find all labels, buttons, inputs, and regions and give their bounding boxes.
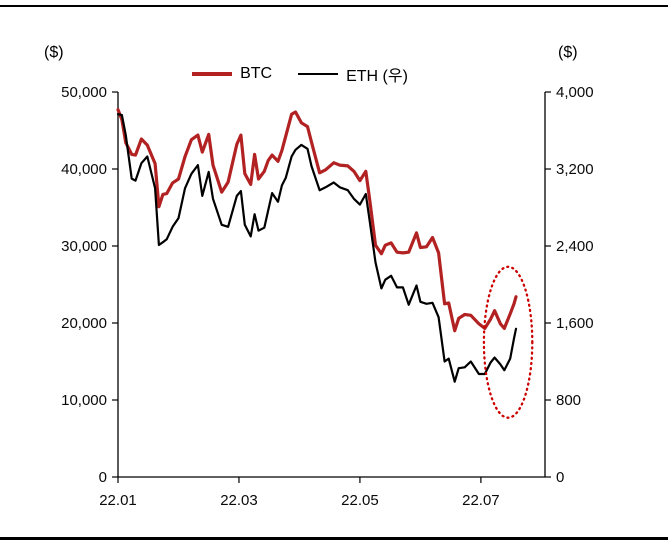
x-axis-tick-label: 22.07 — [462, 492, 500, 509]
y-axis-left-tick-label: 10,000 — [61, 392, 107, 409]
right-axis-unit-label: ($) — [558, 44, 578, 61]
x-axis-tick-label: 22.01 — [99, 492, 137, 509]
y-axis-left-tick-label: 30,000 — [61, 238, 107, 255]
eth-line-swatch — [298, 72, 339, 76]
x-axis-tick-label: 22.05 — [341, 492, 379, 509]
y-axis-right-tick-label: 4,000 — [556, 84, 594, 101]
y-axis-right-tick-label: 1,600 — [556, 315, 594, 332]
highlight-ellipse — [482, 265, 534, 419]
legend: BTC ETH (우) — [0, 62, 600, 86]
y-axis-right-tick-label: 0 — [556, 469, 564, 486]
y-axis-right-tick-label: 800 — [556, 392, 581, 409]
y-axis-right-tick-label: 2,400 — [556, 238, 594, 255]
btc-line-swatch — [192, 72, 233, 76]
top-border-rule — [0, 5, 668, 7]
y-axis-right-tick-label: 3,200 — [556, 161, 594, 178]
y-axis-left-tick-label: 0 — [99, 469, 107, 486]
bottom-border-rule — [0, 537, 668, 540]
y-axis-left-tick-label: 20,000 — [61, 315, 107, 332]
legend-label-btc: BTC — [240, 65, 273, 82]
y-axis-left-tick-label: 40,000 — [61, 161, 107, 178]
eth-price-line — [116, 112, 518, 383]
left-axis-unit-label: ($) — [44, 44, 64, 61]
y-axis-left-tick-label: 50,000 — [61, 84, 107, 101]
x-axis-tick-label: 22.03 — [220, 492, 258, 509]
legend-item-btc: BTC — [192, 65, 272, 83]
btc-price-line — [116, 108, 518, 333]
legend-item-eth: ETH (우) — [298, 62, 408, 86]
legend-label-eth: ETH (우) — [346, 68, 408, 85]
